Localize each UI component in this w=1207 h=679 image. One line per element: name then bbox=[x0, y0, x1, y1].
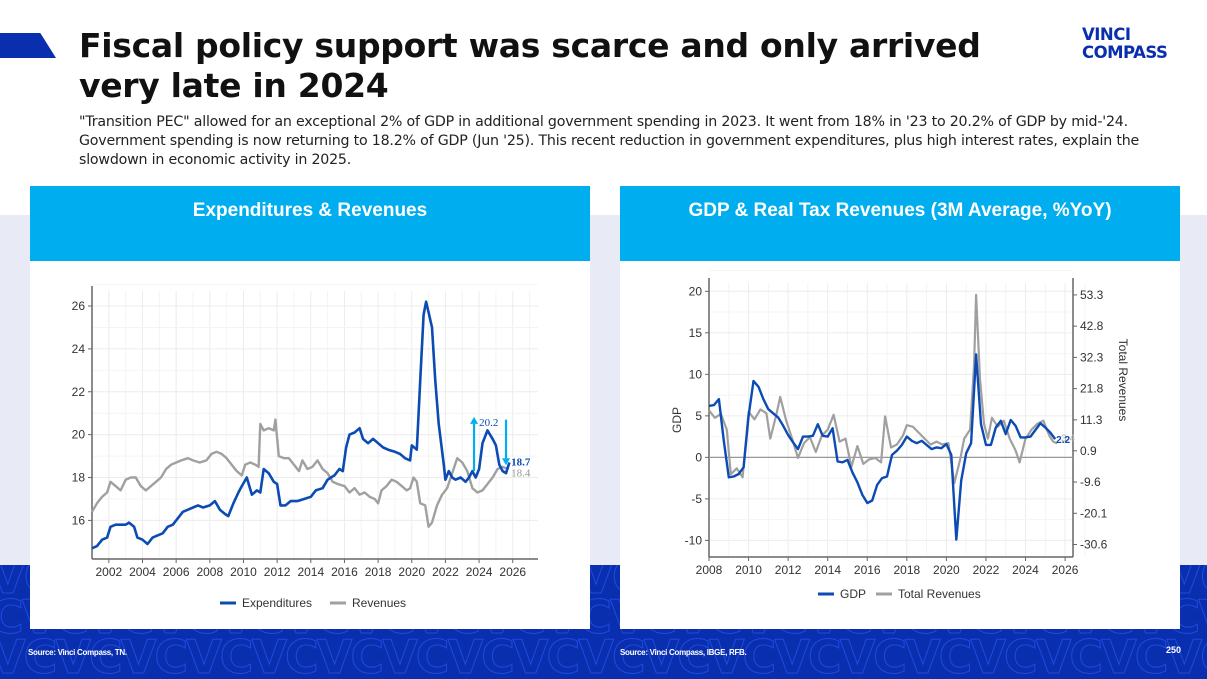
end-label-gdp: 2.2 bbox=[1056, 435, 1070, 446]
panel-title: GDP & Real Tax Revenues (3M Average, %Yo… bbox=[620, 186, 1180, 261]
y-right-tick-label: 42.8 bbox=[1080, 319, 1104, 333]
arrow-down-icon bbox=[502, 458, 511, 466]
x-tick-label: 2022 bbox=[973, 563, 1000, 577]
y-tick-label: 10 bbox=[689, 367, 703, 381]
x-tick-label: 2016 bbox=[331, 565, 358, 579]
logo-line1: VINCI bbox=[1082, 25, 1131, 44]
y-right-tick-label: 11.3 bbox=[1080, 413, 1103, 427]
chart-panel-gdp-revenues: GDP & Real Tax Revenues (3M Average, %Yo… bbox=[620, 186, 1180, 629]
y-right-tick-label: -20.1 bbox=[1080, 506, 1108, 520]
total-revenues-line bbox=[708, 293, 1058, 485]
y-tick-label: 20 bbox=[72, 428, 86, 442]
y-tick-label: 24 bbox=[72, 342, 86, 356]
x-tick-label: 2012 bbox=[775, 563, 802, 577]
x-tick-label: 2026 bbox=[499, 565, 526, 579]
expenditures-revenues-chart: 2002 2004 2006 2008 2010 2012 2014 2016 2018 2020… bbox=[72, 284, 538, 610]
y-right-tick-label: -30.6 bbox=[1080, 538, 1108, 552]
x-tick-label: 2020 bbox=[398, 565, 425, 579]
legend-label: GDP bbox=[840, 587, 866, 601]
gdp-tax-revenues-chart: 2008 2010 2012 2014 2016 2018 2020 2022 2024 2026… bbox=[670, 270, 1130, 601]
x-tick-label: 2008 bbox=[696, 563, 723, 577]
x-tick-label: 2018 bbox=[365, 565, 392, 579]
y-tick-label: 16 bbox=[72, 513, 86, 527]
x-tick-label: 2020 bbox=[933, 563, 960, 577]
y-right-tick-label: -9.6 bbox=[1080, 475, 1101, 489]
source-note-left: Source: Vinci Compass, TN. bbox=[28, 648, 127, 657]
x-tick-label: 2024 bbox=[466, 565, 493, 579]
page-subtitle: "Transition PEC" allowed for an exceptio… bbox=[79, 114, 1140, 168]
arrow-up-icon bbox=[470, 416, 479, 424]
y-tick-label: 0 bbox=[695, 450, 702, 464]
x-tick-label: 2018 bbox=[893, 563, 920, 577]
expenditures-line bbox=[91, 300, 511, 550]
x-tick-label: 2014 bbox=[297, 565, 324, 579]
y-axis-title-left: GDP bbox=[670, 407, 684, 433]
y-tick-label: 15 bbox=[689, 326, 703, 340]
x-tick-label: 2014 bbox=[814, 563, 841, 577]
legend-label: Revenues bbox=[352, 596, 406, 610]
x-tick-label: 2022 bbox=[432, 565, 459, 579]
x-tick-label: 2006 bbox=[163, 565, 190, 579]
x-tick-label: 2008 bbox=[196, 565, 223, 579]
page-title: Fiscal policy support was scarce and onl… bbox=[79, 26, 981, 105]
x-tick-label: 2016 bbox=[854, 563, 881, 577]
chart-panel-expenditures: Expenditures & Revenues 2002 2004 2006 2008… bbox=[30, 186, 590, 629]
x-tick-label: 2026 bbox=[1052, 563, 1079, 577]
annotation-label: 20.2 bbox=[479, 417, 498, 429]
y-tick-label: 20 bbox=[689, 284, 703, 298]
end-label-revenues: 3.4 bbox=[1061, 434, 1075, 445]
y-axis-title-right: Total Revenues bbox=[1116, 339, 1130, 422]
vinci-compass-logo: VINCI COMPASS bbox=[1082, 25, 1168, 62]
end-label-expenditures: 18.7 bbox=[511, 457, 531, 469]
x-tick-label: 2004 bbox=[129, 565, 156, 579]
y-right-tick-label: 32.3 bbox=[1080, 350, 1104, 364]
panel-title: Expenditures & Revenues bbox=[30, 186, 590, 261]
source-note-right: Source: Vinci Compass, IBGE, RFB. bbox=[620, 648, 747, 657]
y-tick-label: 22 bbox=[72, 385, 86, 399]
x-tick-label: 2012 bbox=[264, 565, 291, 579]
x-tick-label: 2010 bbox=[735, 563, 762, 577]
legend-label: Total Revenues bbox=[898, 587, 981, 601]
x-tick-label: 2002 bbox=[95, 565, 122, 579]
y-right-tick-label: 0.9 bbox=[1080, 444, 1097, 458]
end-label-revenues: 18.4 bbox=[511, 467, 531, 479]
y-right-tick-label: 53.3 bbox=[1080, 288, 1104, 302]
page-number: 250 bbox=[1166, 645, 1182, 655]
x-tick-label: 2010 bbox=[230, 565, 257, 579]
revenues-line bbox=[90, 418, 509, 528]
y-tick-label: 5 bbox=[695, 409, 702, 423]
gdp-line bbox=[708, 353, 1057, 541]
y-tick-label: 26 bbox=[72, 299, 86, 313]
y-tick-label: 18 bbox=[72, 471, 86, 485]
logo-line2: COMPASS bbox=[1082, 43, 1168, 62]
y-tick-label: -5 bbox=[691, 492, 702, 506]
x-tick-label: 2024 bbox=[1012, 563, 1039, 577]
legend-label: Expenditures bbox=[242, 596, 312, 610]
y-right-tick-label: 21.8 bbox=[1080, 382, 1104, 396]
y-tick-label: -10 bbox=[685, 533, 703, 547]
title-accent-bar bbox=[0, 33, 56, 58]
